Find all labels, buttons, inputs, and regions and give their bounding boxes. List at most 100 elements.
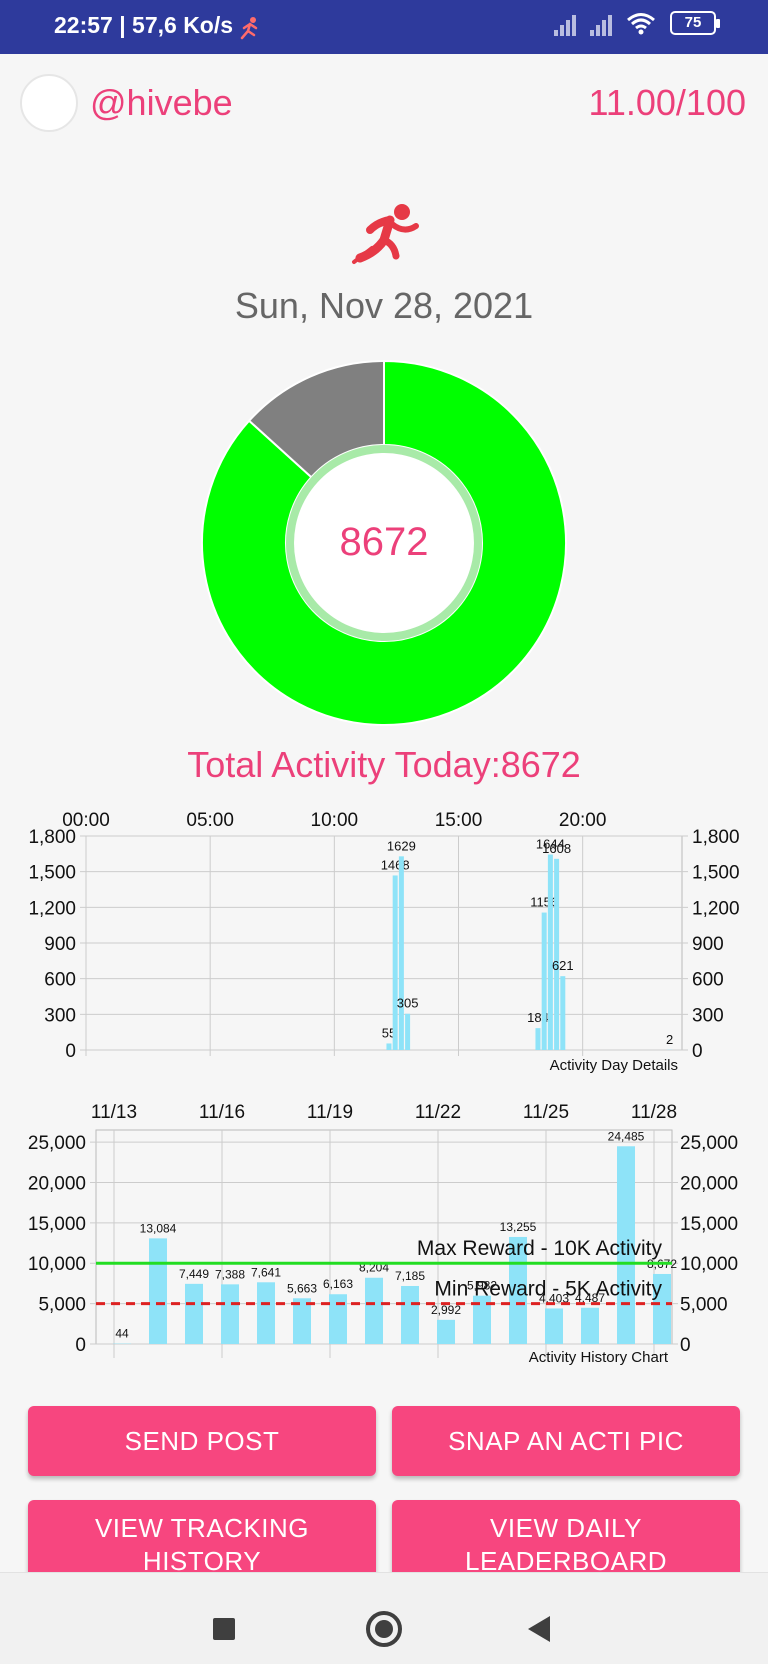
chart-bar — [547, 854, 553, 1050]
activity-day-chart: 1,800 1,800 1,500 1,500 1,200 1,200 900 900 600 6… — [0, 800, 768, 1080]
chart-bar — [386, 1043, 392, 1050]
x-tick-label: 11/28 — [631, 1102, 677, 1123]
limit-line-label: Min Reward - 5K Activity — [434, 1278, 662, 1301]
bar-value-label: 7,185 — [395, 1269, 425, 1283]
navigation-bar — [0, 1572, 768, 1664]
bar-value-label: 44 — [115, 1327, 129, 1341]
bar-value-label: 13,255 — [500, 1220, 537, 1234]
y-tick-label: 20,000 — [28, 1173, 86, 1194]
chart-bar — [329, 1294, 347, 1344]
username[interactable]: @hivebe — [90, 82, 233, 123]
x-tick-label: 11/25 — [523, 1102, 569, 1123]
bar-value-label: 5,663 — [287, 1281, 317, 1295]
y-tick-label: 5,000 — [38, 1295, 86, 1316]
bar-value-label: 2,992 — [431, 1303, 461, 1317]
status-text: 22:57 | 57,6 Ko/s — [54, 12, 234, 38]
y-tick-label: 1,200 — [692, 898, 740, 919]
y-tick-label: 5,000 — [680, 1295, 728, 1316]
running-man-icon — [352, 204, 419, 264]
limit-line-label: Max Reward - 10K Activity — [417, 1237, 663, 1260]
x-tick-label: 11/16 — [199, 1102, 245, 1123]
y-tick-label: 0 — [65, 1041, 76, 1062]
chart-bar — [653, 1273, 671, 1344]
chart-bar — [554, 858, 560, 1050]
view-daily-leaderboard-button[interactable]: VIEW DAILY LEADERBOARD — [392, 1500, 740, 1580]
donut-hole — [294, 453, 474, 633]
signal-icon — [590, 10, 612, 36]
x-tick-label: 10:00 — [311, 810, 359, 831]
y-tick-label: 1,200 — [28, 898, 76, 919]
chart-bar — [185, 1283, 203, 1344]
bar-value-label: 7,641 — [251, 1265, 281, 1279]
button-label-line: VIEW DAILY — [490, 1513, 642, 1543]
donut-center-value: 8672 — [339, 520, 429, 564]
chart-bar — [581, 1307, 599, 1344]
chart-bar — [257, 1282, 275, 1344]
total-activity-label: Total Activity Today:8672 — [187, 744, 581, 785]
chart-bar — [545, 1308, 563, 1344]
chart-bar — [541, 912, 547, 1050]
send-post-button[interactable]: SEND POST — [28, 1406, 376, 1476]
y-tick-label: 10,000 — [28, 1254, 86, 1275]
activity-history-chart: 25,000 25,000 20,000 20,000 15,000 15,000 10,0… — [0, 1090, 768, 1370]
y-tick-label: 1,500 — [28, 863, 76, 884]
y-tick-label: 300 — [692, 1005, 724, 1026]
bar-value-label: 4,403 — [539, 1291, 569, 1305]
button-label-line: HISTORY — [142, 1546, 262, 1576]
signal-icon — [554, 10, 576, 36]
avatar[interactable] — [20, 74, 78, 132]
y-tick-label: 0 — [75, 1335, 86, 1356]
bar-value-label: 55 — [382, 1025, 396, 1040]
chart-bar — [437, 1319, 455, 1344]
button-label-line: LEADERBOARD — [465, 1546, 667, 1576]
button-label-line: VIEW TRACKING — [94, 1513, 310, 1543]
current-date: Sun, Nov 28, 2021 — [234, 285, 534, 326]
y-tick-label: 300 — [44, 1005, 76, 1026]
y-tick-label: 0 — [692, 1041, 703, 1062]
chart-bar — [293, 1298, 311, 1344]
wifi-icon — [627, 13, 655, 35]
status-bar: 22:57 | 57,6 Ko/s 75 — [0, 0, 768, 54]
chart-description-label: Activity History Chart — [529, 1349, 669, 1366]
recent-apps-icon[interactable] — [213, 1618, 235, 1640]
score-value: 11.00/100 — [588, 82, 746, 123]
view-tracking-history-button[interactable]: VIEW TRACKING HISTORY — [28, 1500, 376, 1580]
y-tick-label: 900 — [692, 934, 724, 955]
bar-value-label: 6,163 — [323, 1277, 353, 1291]
chart-bar — [617, 1146, 635, 1344]
activity-donut-chart — [201, 359, 567, 726]
snap-pic-button[interactable]: SNAP AN ACTI PIC — [392, 1406, 740, 1476]
chart-bar — [401, 1285, 419, 1344]
y-tick-label: 600 — [44, 970, 76, 991]
back-icon[interactable] — [528, 1616, 550, 1642]
x-tick-label: 05:00 — [186, 810, 234, 831]
bar-value-label: 7,449 — [179, 1267, 209, 1281]
y-tick-label: 25,000 — [680, 1133, 738, 1154]
x-tick-label: 00:00 — [62, 810, 110, 831]
bar-value-label: 1468 — [381, 857, 410, 872]
y-tick-label: 20,000 — [680, 1173, 738, 1194]
bar-value-label: 2 — [666, 1032, 673, 1047]
bar-value-label: 1156 — [530, 895, 558, 910]
y-tick-label: 600 — [692, 970, 724, 991]
bar-value-label: 621 — [552, 958, 574, 973]
chart-bar — [560, 976, 566, 1050]
chart-description-label: Activity Day Details — [550, 1057, 678, 1074]
bar-value-label: 7,388 — [215, 1267, 245, 1281]
y-tick-label: 15,000 — [28, 1214, 86, 1235]
y-tick-label: 25,000 — [28, 1133, 86, 1154]
running-man-icon — [240, 17, 258, 40]
y-tick-label: 900 — [44, 934, 76, 955]
bar-value-label: 4,487 — [575, 1291, 605, 1305]
bar-value-label: 5,982 — [467, 1279, 497, 1293]
chart-bar — [398, 856, 404, 1050]
home-icon[interactable] — [366, 1611, 402, 1647]
bar-value-label: 13,084 — [140, 1221, 177, 1235]
bar-value-label: 1608 — [542, 841, 571, 856]
x-tick-label: 11/13 — [91, 1102, 137, 1123]
chart-bar — [149, 1238, 167, 1344]
bar-value-label: 1629 — [387, 838, 416, 853]
x-tick-label: 11/22 — [415, 1102, 461, 1123]
chart-bar — [221, 1284, 239, 1344]
bar-value-label: 305 — [397, 996, 419, 1011]
